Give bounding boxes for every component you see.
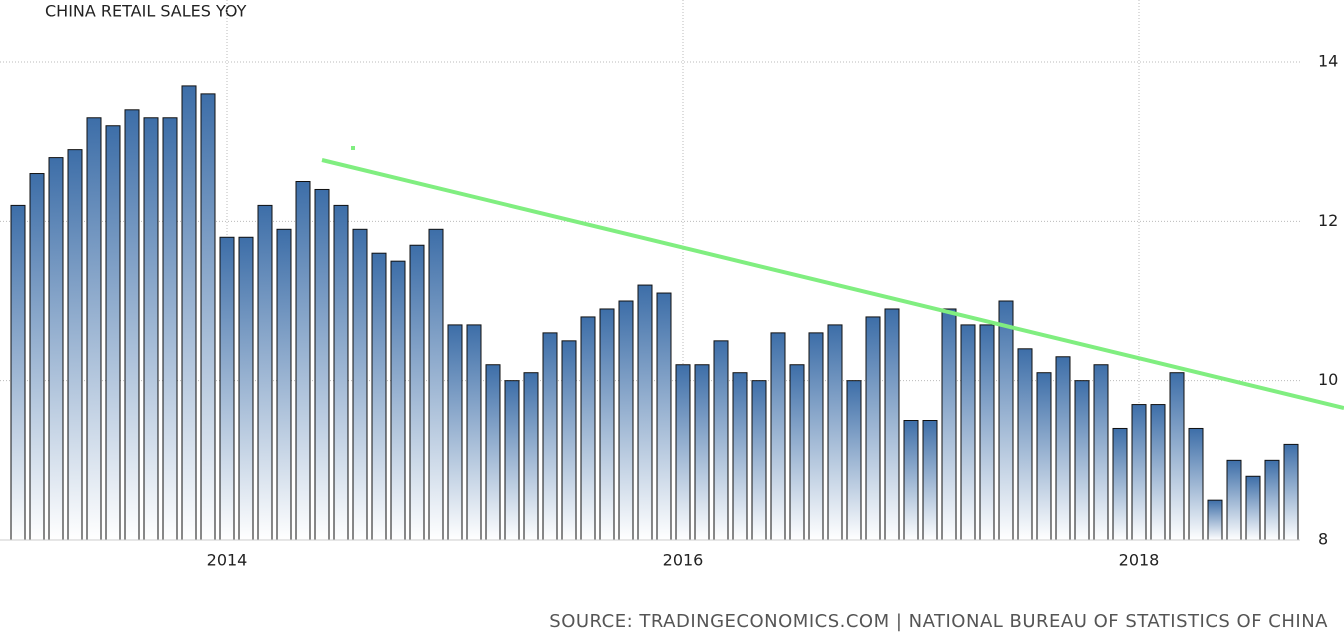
bar bbox=[941, 308, 957, 541]
bar bbox=[713, 340, 729, 541]
chart-title: CHINA RETAIL SALES YOY bbox=[45, 2, 247, 21]
bar bbox=[770, 332, 786, 541]
bar bbox=[903, 420, 919, 541]
y-tick-label: 14 bbox=[1318, 52, 1338, 71]
bar bbox=[219, 236, 235, 541]
bar bbox=[485, 364, 501, 541]
source: SOURCE: TRADINGECONOMICS.COM | NATIONAL … bbox=[549, 611, 1328, 632]
y-tick-label: 12 bbox=[1318, 211, 1338, 230]
bar bbox=[561, 340, 577, 541]
bar bbox=[1188, 427, 1204, 541]
bar bbox=[751, 380, 767, 541]
bar bbox=[1226, 459, 1242, 541]
trend-line bbox=[321, 158, 1344, 410]
bar bbox=[808, 332, 824, 541]
bar bbox=[1150, 404, 1166, 541]
bar bbox=[466, 324, 482, 541]
bar bbox=[694, 364, 710, 541]
bar bbox=[181, 85, 197, 541]
bar bbox=[409, 244, 425, 541]
bar bbox=[1169, 372, 1185, 541]
y-tick-label: 10 bbox=[1318, 370, 1338, 389]
bar bbox=[447, 324, 463, 541]
bar bbox=[865, 316, 881, 541]
bar bbox=[979, 324, 995, 541]
bar bbox=[656, 292, 672, 541]
x-tick-label: 2014 bbox=[207, 551, 248, 570]
bar bbox=[675, 364, 691, 541]
bar bbox=[1093, 364, 1109, 541]
bar bbox=[10, 204, 26, 541]
bar bbox=[67, 149, 83, 541]
bar bbox=[29, 173, 45, 541]
x-tick-label: 2016 bbox=[663, 551, 704, 570]
bar bbox=[960, 324, 976, 541]
bar bbox=[1036, 372, 1052, 541]
bar bbox=[238, 236, 254, 541]
bar bbox=[390, 260, 406, 541]
bar bbox=[276, 228, 292, 541]
bar bbox=[428, 228, 444, 541]
bar bbox=[1264, 459, 1280, 541]
bar bbox=[333, 204, 349, 541]
bar bbox=[637, 284, 653, 541]
bar bbox=[580, 316, 596, 541]
bar bbox=[1207, 499, 1223, 541]
trend-dot bbox=[351, 146, 355, 150]
bar bbox=[162, 117, 178, 541]
bar bbox=[105, 125, 121, 541]
bar bbox=[846, 380, 862, 541]
bar bbox=[1074, 380, 1090, 541]
bar bbox=[523, 372, 539, 541]
bar bbox=[732, 372, 748, 541]
bar bbox=[124, 109, 140, 541]
bar bbox=[257, 204, 273, 541]
bar bbox=[1283, 443, 1299, 541]
bar bbox=[48, 157, 64, 541]
bar bbox=[371, 252, 387, 541]
bar bbox=[314, 188, 330, 541]
bar bbox=[200, 93, 216, 541]
bar bbox=[599, 308, 615, 541]
x-tick-label: 2018 bbox=[1119, 551, 1160, 570]
bar bbox=[1112, 427, 1128, 541]
bar bbox=[998, 300, 1014, 541]
bar bbox=[295, 181, 311, 541]
bar bbox=[352, 228, 368, 541]
bar bbox=[542, 332, 558, 541]
bar bbox=[884, 308, 900, 541]
bar bbox=[1055, 356, 1071, 541]
bar bbox=[1245, 475, 1261, 541]
bar bbox=[789, 364, 805, 541]
bar bbox=[922, 420, 938, 541]
bar bbox=[1017, 348, 1033, 541]
bar bbox=[143, 117, 159, 541]
bar bbox=[1131, 404, 1147, 541]
y-tick-label: 8 bbox=[1318, 530, 1328, 549]
bar bbox=[618, 300, 634, 541]
bar bbox=[504, 380, 520, 541]
bar bbox=[86, 117, 102, 541]
bar bbox=[827, 324, 843, 541]
